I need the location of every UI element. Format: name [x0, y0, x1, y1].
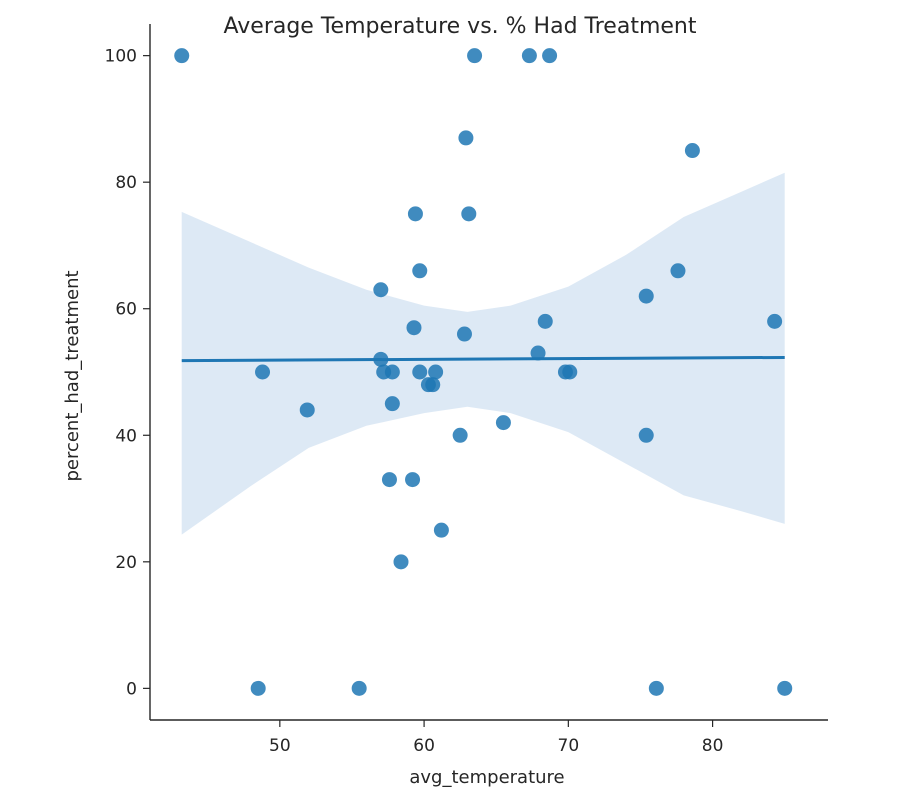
x-tick-label: 70 — [558, 736, 580, 756]
data-point — [461, 206, 477, 222]
data-point — [467, 48, 483, 64]
data-point — [433, 522, 449, 538]
chart-title: Average Temperature vs. % Had Treatment — [224, 14, 697, 39]
data-point — [562, 364, 578, 380]
data-point — [174, 48, 190, 64]
data-point — [428, 364, 444, 380]
data-point — [495, 415, 511, 431]
x-tick-label: 50 — [269, 736, 291, 756]
data-point — [412, 263, 428, 279]
data-point — [542, 48, 558, 64]
y-axis-label: percent_had_treatment — [62, 270, 83, 481]
y-tick-label: 20 — [115, 553, 137, 573]
data-point — [648, 680, 664, 696]
data-point — [250, 680, 266, 696]
data-point — [638, 427, 654, 443]
data-point — [299, 402, 315, 418]
data-point — [777, 680, 793, 696]
data-point — [393, 554, 409, 570]
data-point — [767, 313, 783, 329]
y-tick-label: 100 — [105, 47, 137, 67]
data-point — [684, 143, 700, 159]
data-point — [425, 377, 441, 393]
data-point — [384, 364, 400, 380]
data-point — [406, 320, 422, 336]
y-tick-label: 40 — [115, 426, 137, 446]
data-point — [381, 472, 397, 488]
x-tick-label: 80 — [702, 736, 724, 756]
y-tick-label: 60 — [115, 300, 137, 320]
x-axis-label: avg_temperature — [409, 767, 564, 788]
data-point — [384, 396, 400, 412]
data-point — [407, 206, 423, 222]
data-point — [452, 427, 468, 443]
regression-line-layer — [181, 355, 785, 363]
data-point — [255, 364, 271, 380]
data-point — [412, 364, 428, 380]
data-point — [458, 130, 474, 146]
data-point — [373, 282, 389, 298]
y-tick-label: 0 — [126, 679, 137, 699]
data-point — [521, 48, 537, 64]
x-tick-label: 60 — [413, 736, 435, 756]
data-point — [373, 351, 389, 367]
data-point — [537, 313, 553, 329]
y-tick-label: 80 — [115, 173, 137, 193]
data-point — [638, 288, 654, 304]
confidence-band — [181, 172, 785, 535]
data-point — [405, 472, 421, 488]
data-point — [351, 680, 367, 696]
data-point — [456, 326, 472, 342]
axes: 50 60 70 80 0 20 40 60 80 100 — [105, 24, 828, 756]
confidence-band-layer — [181, 172, 785, 535]
points-layer — [174, 48, 793, 696]
data-point — [530, 345, 546, 361]
data-point — [670, 263, 686, 279]
regression-line — [181, 355, 785, 363]
